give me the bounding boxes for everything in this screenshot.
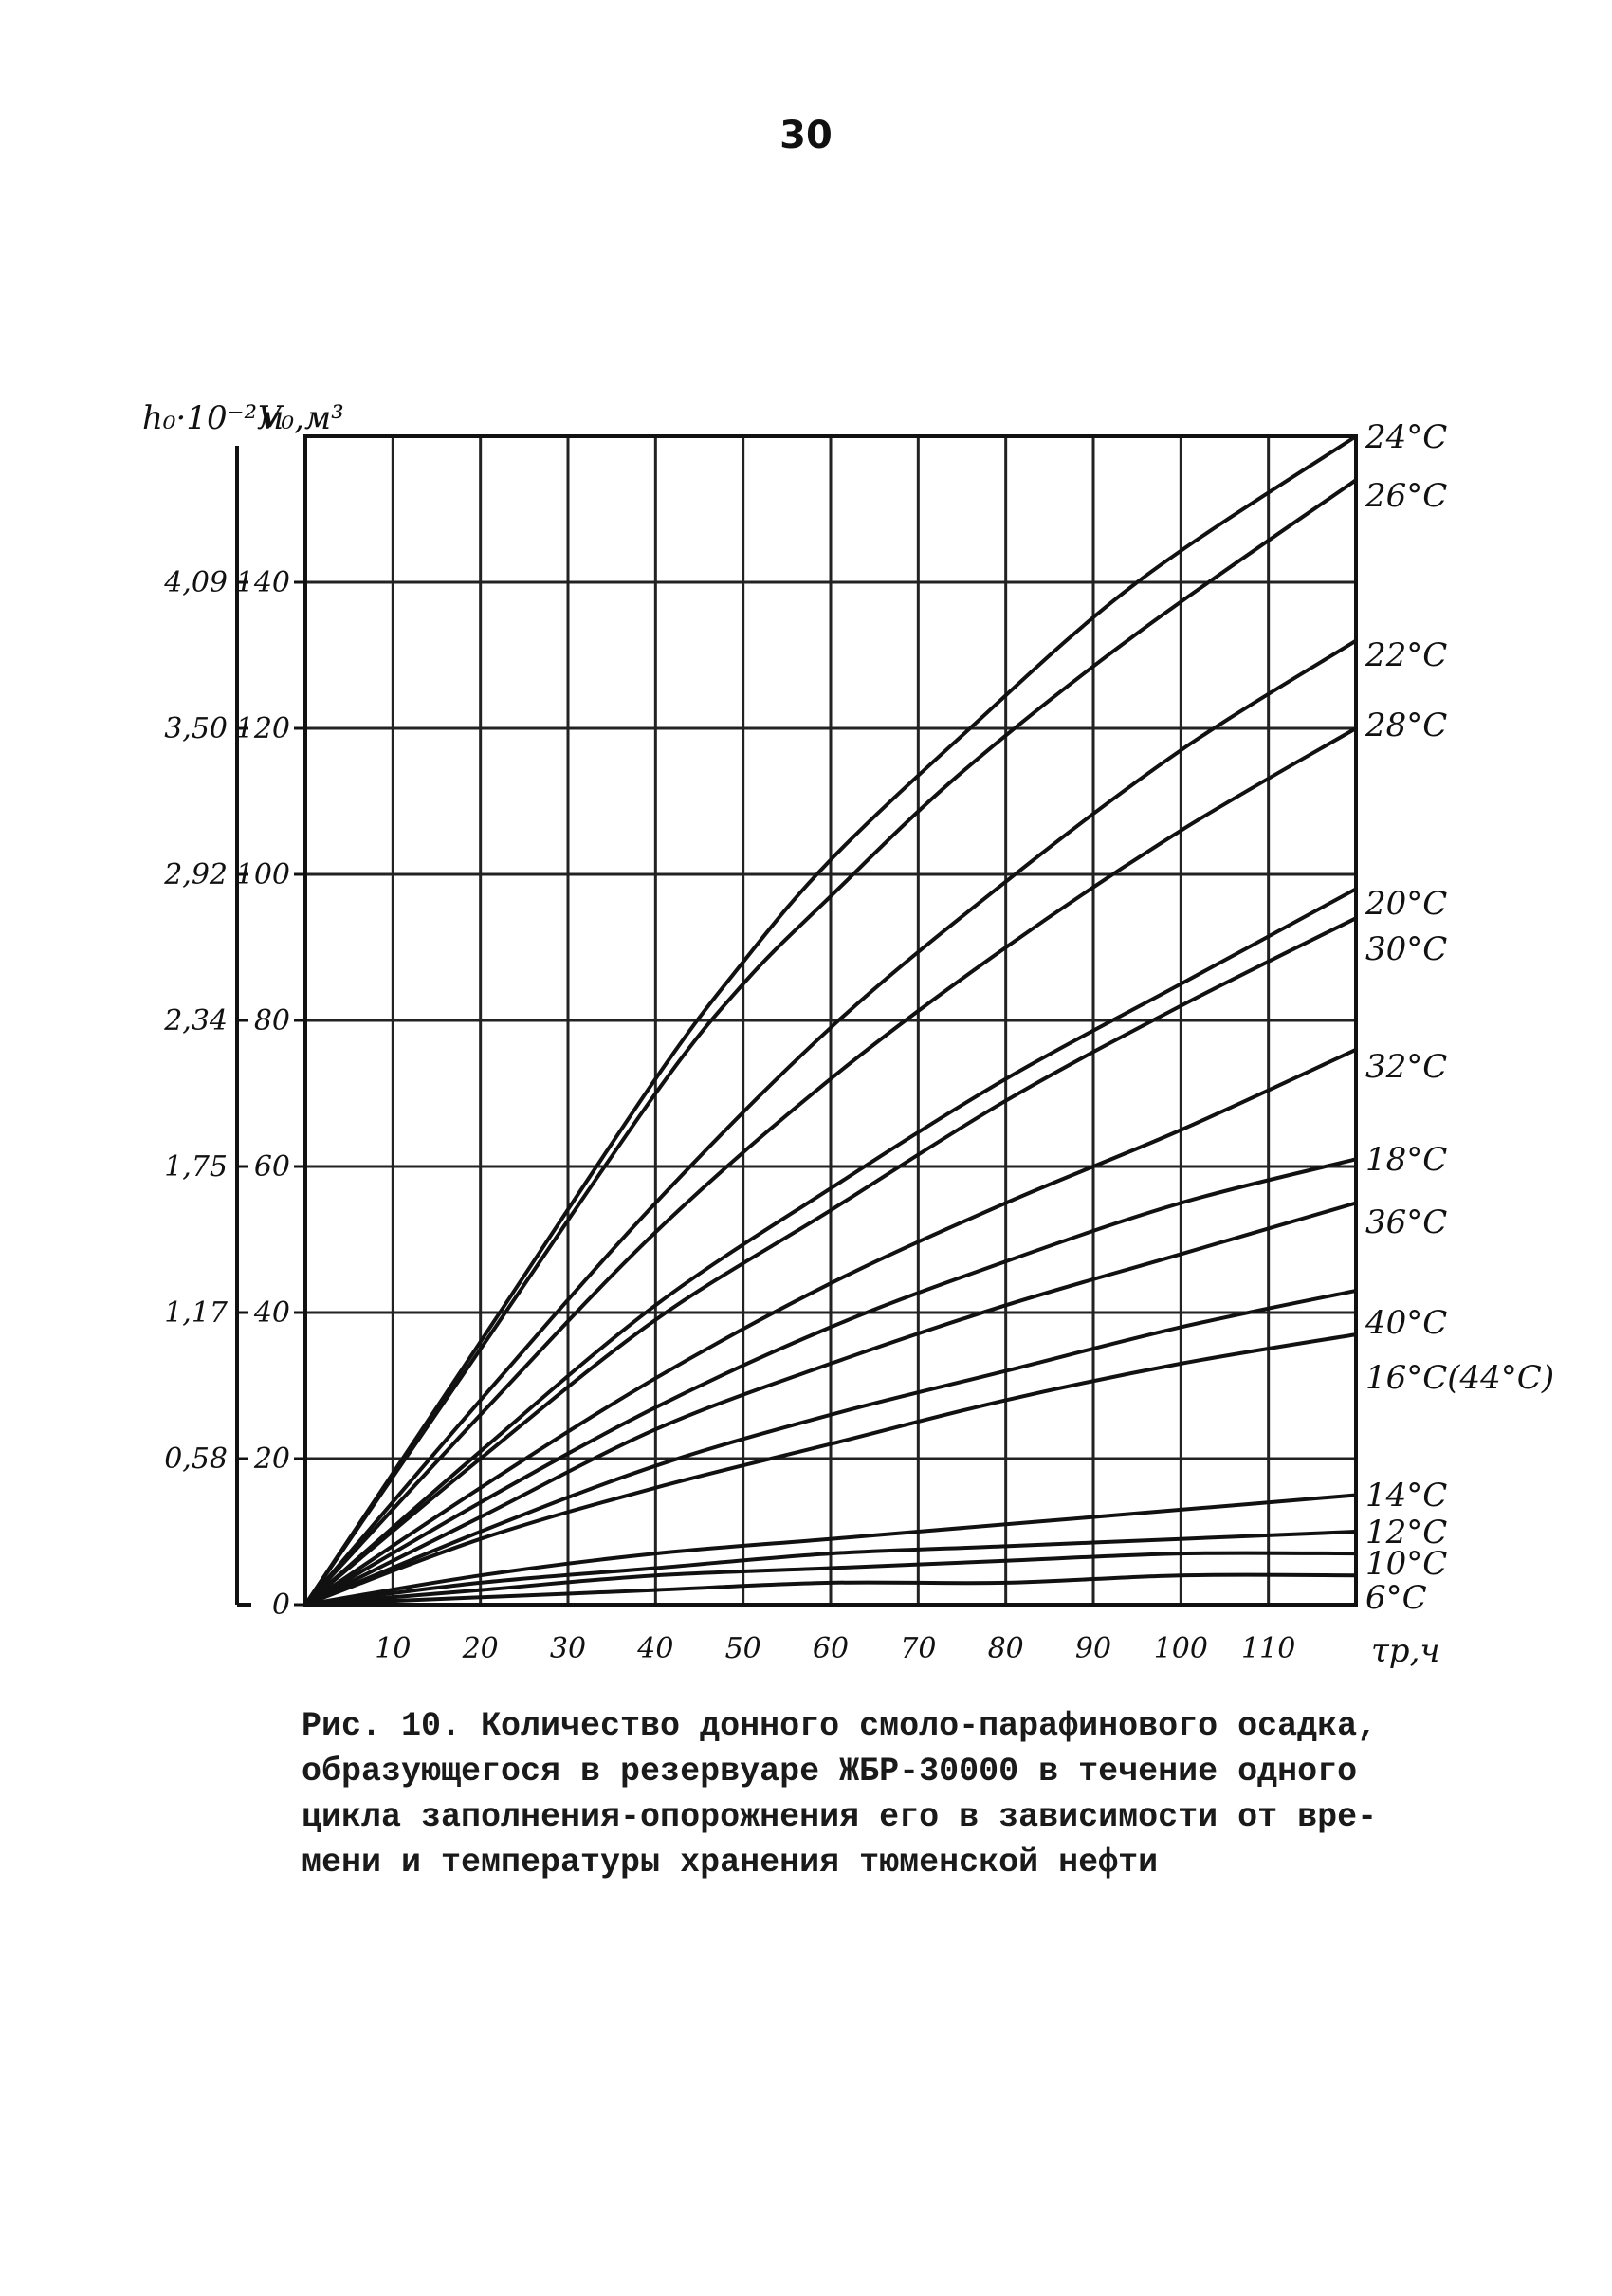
y-tick-label: 60 (254, 1150, 290, 1184)
chart-labels: 0200,58401,17601,75802,341002,921203,501… (142, 399, 1554, 1670)
series-line (303, 916, 1358, 1607)
series-label: 32°C (1365, 1048, 1447, 1086)
series-line (303, 1047, 1358, 1607)
caption-line: цикла заполнения-опорожнения его в завис… (302, 1798, 1378, 1836)
h-tick-label: 0,58 (164, 1442, 228, 1476)
page-number: 30 (779, 114, 833, 157)
h-tick-label: 1,75 (164, 1150, 228, 1184)
series-label: 26°C (1365, 477, 1447, 515)
series-label: 12°C (1365, 1514, 1447, 1552)
series-label: 20°C (1365, 885, 1447, 923)
h-tick-label: 3,50 (164, 712, 228, 745)
series-label: 40°C (1365, 1304, 1447, 1342)
series-line (303, 726, 1358, 1607)
series-label: 28°C (1365, 707, 1447, 744)
series-line (303, 1332, 1358, 1607)
x-tick-label: 60 (813, 1632, 849, 1665)
y-tick-label: 0 (272, 1589, 290, 1622)
caption-line: образующегося в резервуаре ЖБР-30000 в т… (302, 1753, 1358, 1791)
series-label: 6°C (1365, 1579, 1427, 1617)
y-axis-label: V₀,м³ (258, 399, 344, 437)
x-tick-label: 20 (462, 1632, 499, 1665)
series-label: 24°C (1365, 418, 1447, 456)
series-label: 18°C (1365, 1141, 1447, 1179)
h-tick-label: 1,17 (164, 1296, 229, 1330)
chart-grid (235, 434, 1358, 1607)
caption-line: Рис. 10. Количество донного смоло-парафи… (302, 1707, 1378, 1745)
x-tick-label: 50 (725, 1632, 761, 1665)
series-line (303, 887, 1358, 1607)
series-line (303, 1201, 1358, 1607)
h-tick-label: 2,34 (163, 1004, 228, 1038)
series-line (303, 1157, 1358, 1607)
x-tick-label: 80 (988, 1632, 1024, 1665)
series-line (303, 434, 1358, 1607)
series-label: 10°C (1365, 1545, 1447, 1583)
x-tick-label: 90 (1075, 1632, 1111, 1665)
series-line (303, 638, 1358, 1607)
series-label: 14°C (1365, 1477, 1447, 1515)
y-tick-label: 80 (254, 1004, 290, 1038)
h-axis-label: h₀·10⁻²м (142, 399, 284, 437)
x-tick-label: 70 (900, 1632, 936, 1665)
series-label: 22°C (1365, 636, 1447, 674)
x-tick-label: 110 (1241, 1632, 1295, 1665)
x-tick-label: 100 (1154, 1632, 1208, 1665)
series-label: 36°C (1365, 1203, 1447, 1241)
x-axis-label: τр,ч (1371, 1632, 1440, 1670)
y-tick-label: 100 (236, 858, 290, 891)
chart-series (303, 434, 1358, 1607)
series-label: 30°C (1365, 930, 1447, 968)
h-tick-label: 4,09 (163, 566, 228, 599)
x-tick-label: 10 (375, 1632, 411, 1665)
series-line (303, 1551, 1358, 1607)
series-line (303, 1493, 1358, 1607)
y-tick-label: 20 (253, 1442, 290, 1476)
y-tick-label: 40 (253, 1296, 290, 1330)
series-line (303, 1572, 1358, 1607)
series-line (303, 1530, 1358, 1607)
x-tick-label: 40 (636, 1632, 673, 1665)
y-tick-label: 140 (236, 566, 290, 599)
figure-caption: Рис. 10. Количество донного смоло-парафи… (302, 1703, 1378, 1885)
x-tick-label: 30 (550, 1632, 586, 1665)
series-line (303, 478, 1358, 1607)
series-label: 16°C(44°C) (1365, 1359, 1554, 1397)
h-tick-label: 2,92 (163, 858, 228, 891)
series-line (303, 1288, 1358, 1607)
caption-line: мени и температуры хранения тюменской не… (302, 1844, 1159, 1882)
y-tick-label: 120 (236, 712, 290, 745)
